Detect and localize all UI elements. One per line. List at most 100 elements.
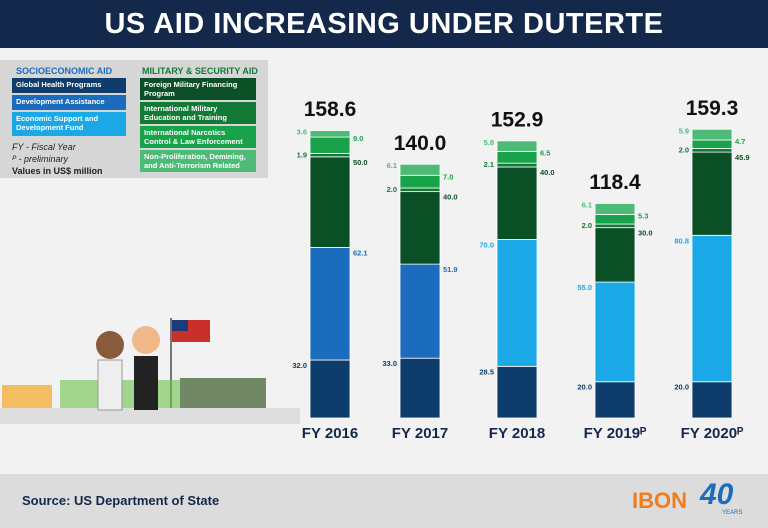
bar-segment (691, 148, 733, 153)
value-label: 5.8 (484, 138, 494, 147)
bar-segment (399, 191, 441, 265)
value-label: 2.0 (387, 185, 397, 194)
value-label: 40.0 (540, 168, 555, 177)
value-label: 4.7 (735, 137, 745, 146)
value-label: 70.0 (479, 240, 494, 249)
value-label: 62.1 (353, 248, 368, 257)
illustration-person (97, 359, 123, 411)
legend-entry: Economic Support and Development Fund (12, 112, 126, 136)
value-label: 2.0 (582, 221, 592, 230)
bar-segment (309, 136, 351, 154)
note: Values in US$ million (12, 166, 103, 176)
ground (0, 408, 300, 424)
bar-segment (309, 130, 351, 138)
value-label: 1.9 (297, 150, 307, 159)
value-label: 7.0 (443, 172, 453, 181)
value-label: 20.0 (577, 383, 592, 392)
x-tick-label: FY 2016 (302, 425, 358, 442)
value-label: 30.0 (638, 229, 653, 238)
value-label: 50.0 (353, 158, 368, 167)
legend-entry: International Military Education and Tra… (140, 102, 256, 124)
legend-entry: Foreign Military Financing Program (140, 78, 256, 100)
note: FY - Fiscal Year (12, 142, 76, 152)
x-tick-label: FY 2017 (392, 425, 448, 442)
value-label: 51.9 (443, 265, 458, 274)
bar-segment (496, 239, 538, 367)
illustration-person (96, 331, 124, 359)
value-label: 45.9 (735, 153, 750, 162)
value-label: 33.0 (382, 359, 397, 368)
bar-segment (496, 166, 538, 240)
bar-segment (691, 128, 733, 141)
legend: SOCIOECONOMIC AID MILITARY & SECURITY AI… (0, 60, 268, 178)
value-label: 6.5 (540, 148, 550, 157)
x-tick-label: FY 2018 (489, 425, 545, 442)
value-label: 40.0 (443, 193, 458, 202)
bar-segment (594, 223, 636, 229)
logo: IBON (632, 488, 687, 513)
bar-segment (594, 381, 636, 419)
bar-segment (496, 140, 538, 152)
value-label: 2.1 (484, 160, 494, 169)
note: ᴾ - preliminary (12, 154, 68, 164)
bar-segment (399, 263, 441, 359)
bar-segment (399, 187, 441, 193)
total-label: 158.6 (304, 98, 357, 121)
legend-entry: International Narcotics Control & Law En… (140, 126, 256, 148)
bar-segment (691, 151, 733, 236)
bar-segment (594, 214, 636, 225)
value-label: 2.0 (679, 145, 689, 154)
value-label: 9.0 (353, 134, 363, 143)
legend-entry: Non-Proliferation, Demining, and Anti-Te… (140, 150, 256, 172)
value-label: 6.1 (387, 161, 397, 170)
total-label: 159.3 (686, 97, 739, 120)
bar-segment (594, 202, 636, 215)
total-label: 118.4 (589, 171, 641, 194)
x-tick-label: FY 2020ᴾ (681, 425, 744, 442)
bar-segment (309, 359, 351, 419)
value-label: 5.3 (638, 211, 648, 220)
value-label: 6.1 (582, 200, 592, 209)
bar-segment (594, 227, 636, 283)
x-tick-label: FY 2019ᴾ (584, 425, 647, 442)
flag-canton (172, 320, 188, 331)
bar-segment (496, 365, 538, 419)
footer: Source: US Department of State IBON 40 Y… (0, 474, 768, 528)
value-label: 55.0 (577, 283, 592, 292)
illustration-soldiers (180, 378, 266, 408)
legend-group: MILITARY & SECURITY AID (142, 66, 258, 76)
bar-segment (496, 162, 538, 168)
bar-segment (691, 381, 733, 419)
bar-segment (309, 152, 351, 158)
illustration-person (132, 326, 160, 354)
legend-entry: Development Assistance (12, 95, 126, 110)
source: Source: US Department of State (22, 493, 220, 508)
legend-group: SOCIOECONOMIC AID (16, 66, 113, 76)
value-label: 32.0 (292, 361, 307, 370)
value-label: 5.9 (679, 126, 689, 135)
total-label: 140.0 (394, 132, 447, 155)
logo-badge: 40 (700, 478, 734, 511)
bar-segment (691, 139, 733, 149)
bar-segment (496, 150, 538, 164)
bar-segment (399, 357, 441, 419)
bar-segment (399, 163, 441, 176)
bar-segment (309, 156, 351, 248)
value-label: 80.8 (674, 236, 689, 245)
title: US AID INCREASING UNDER DUTERTE (0, 0, 768, 48)
logo-badge-sub: YEARS (722, 510, 743, 516)
bar-segment (691, 234, 733, 383)
value-label: 28.5 (479, 367, 494, 376)
illustration-buildings (2, 385, 52, 408)
total-label: 152.9 (491, 108, 544, 131)
legend-entry: Global Health Programs (12, 78, 126, 93)
value-label: 3.6 (297, 128, 307, 137)
illustration-person (134, 356, 158, 410)
bar-segment (399, 174, 441, 189)
flag-pole (170, 318, 172, 408)
bar-segment (309, 247, 351, 361)
bar-segment (594, 281, 636, 383)
value-label: 20.0 (674, 383, 689, 392)
